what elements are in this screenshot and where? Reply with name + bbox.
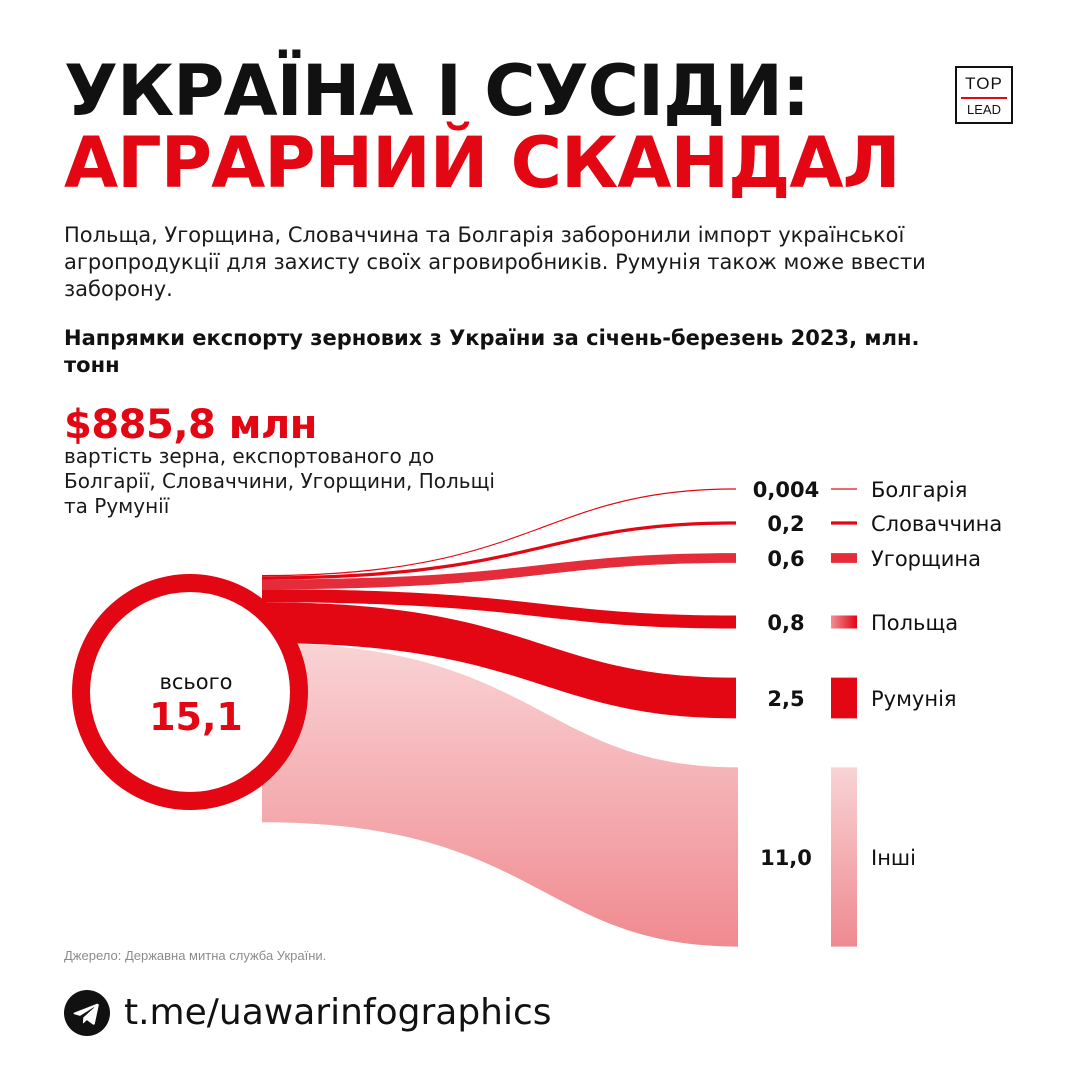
sankey-flows <box>262 488 738 947</box>
intro-paragraph: Польща, Угорщина, Словаччина та Болгарія… <box>64 223 926 301</box>
flow-2 <box>262 553 736 590</box>
value-label-2: 0,6 <box>767 547 804 571</box>
legend-marker-1 <box>831 521 857 525</box>
value-label-4: 2,5 <box>767 687 804 711</box>
legend-marker-2 <box>831 553 857 563</box>
sankey-labels: 0,004 Болгарія 0,2 Словаччина 0,6 Угорщина 0,8… <box>753 478 1002 947</box>
highlight-value: $885,8 млн <box>64 402 317 448</box>
logo-top-text: TOP <box>965 73 1003 93</box>
logo-bottom-text: LEAD <box>967 101 1001 117</box>
country-label-5: Інші <box>871 846 916 870</box>
total-ring <box>72 574 308 810</box>
logo-divider <box>961 96 1007 99</box>
title-line-2: АГРАРНИЙ СКАНДАЛ <box>64 122 901 204</box>
toplead-logo: TOP LEAD <box>955 66 1013 124</box>
total-label: всього <box>159 670 232 694</box>
value-label-1: 0,2 <box>767 512 804 536</box>
country-label-4: Румунія <box>871 687 957 711</box>
country-label-1: Словаччина <box>871 512 1002 536</box>
title-line-1: УКРАЇНА І СУСІДИ: <box>64 50 810 132</box>
chart-title: Напрямки експорту зернових з України за … <box>64 326 920 377</box>
value-label-5: 11,0 <box>760 846 812 870</box>
legend-marker-0 <box>831 488 857 490</box>
value-label-0: 0,004 <box>753 478 819 502</box>
legend-marker-4 <box>831 677 857 719</box>
total-value: 15,1 <box>149 695 243 739</box>
flow-3 <box>262 589 736 629</box>
country-label-0: Болгарія <box>871 478 967 502</box>
value-label-3: 0,8 <box>767 611 804 635</box>
flow-4 <box>262 602 736 719</box>
legend-marker-3 <box>831 615 857 629</box>
legend-marker-5 <box>831 767 857 947</box>
footer-link[interactable]: t.me/uawarinfographics <box>124 992 552 1033</box>
source-note: Джерело: Державна митна служба України. <box>64 948 327 963</box>
flow-5 <box>262 642 738 947</box>
country-label-3: Польща <box>871 611 958 635</box>
telegram-icon <box>64 990 110 1036</box>
highlight-description: вартість зерна, експортованого до Болгар… <box>64 444 495 518</box>
country-label-2: Угорщина <box>871 547 981 571</box>
